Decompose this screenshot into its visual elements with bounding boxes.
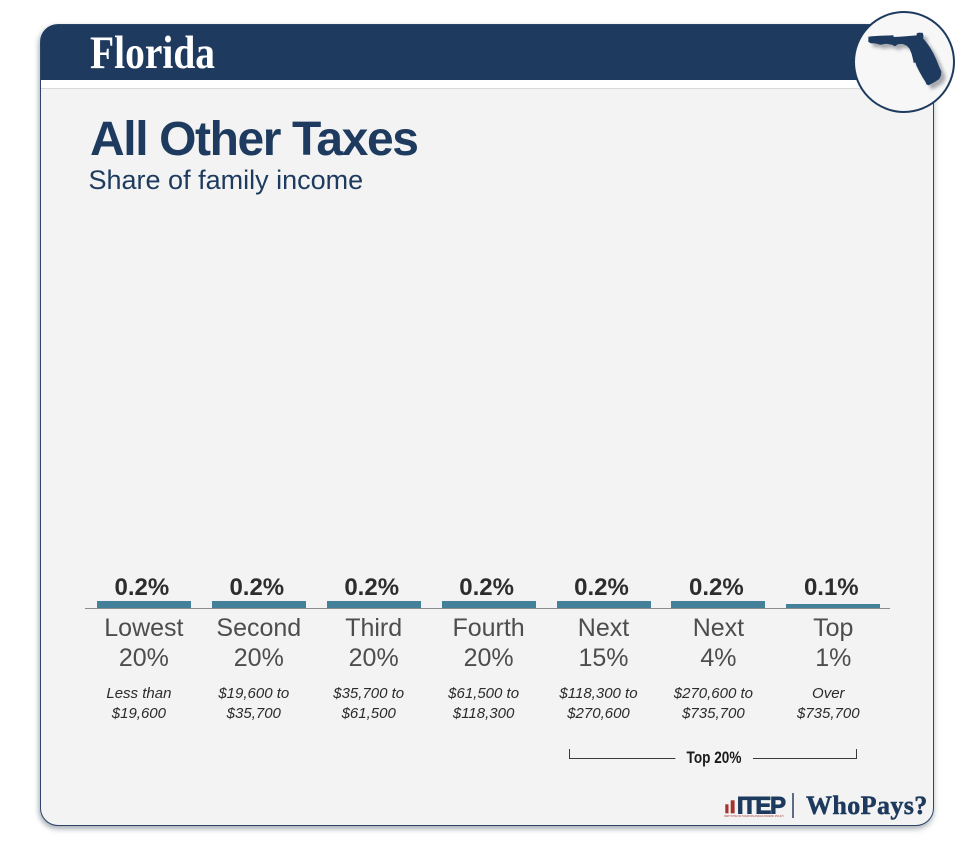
svg-text:ITEP: ITEP <box>737 793 786 815</box>
